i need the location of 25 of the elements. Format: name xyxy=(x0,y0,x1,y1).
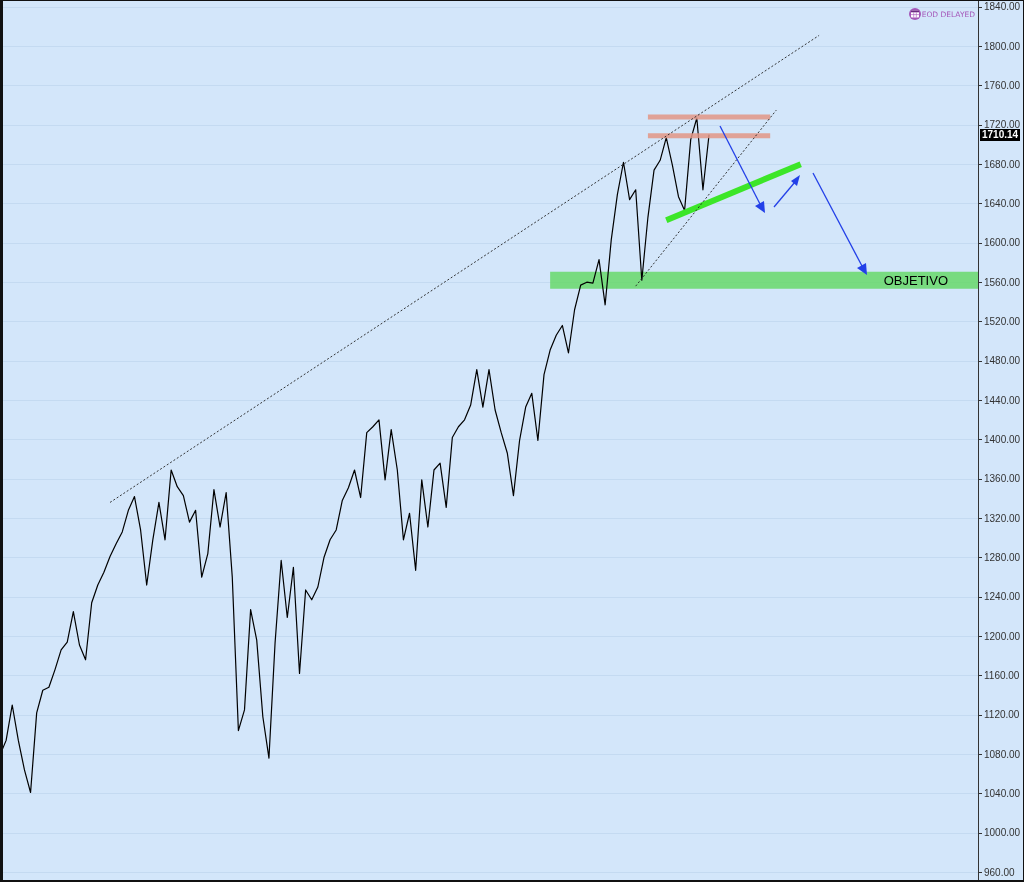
y-tick-label: 1760.00 xyxy=(984,80,1021,92)
y-tick-label: 1560.00 xyxy=(984,276,1021,288)
y-tick-label: 1040.00 xyxy=(984,787,1021,799)
y-tick-label: 1080.00 xyxy=(984,748,1021,760)
line-series xyxy=(0,117,710,794)
y-tick-label: 1120.00 xyxy=(984,709,1020,721)
y-tick-label: 1720.00 xyxy=(984,119,1021,131)
y-tick-label: 1840.00 xyxy=(984,1,1021,13)
y-tick-label: 1600.00 xyxy=(984,237,1021,249)
y-tick-label: 1400.00 xyxy=(984,434,1021,446)
y-tick-label: 1200.00 xyxy=(984,630,1021,642)
y-tick-label: 1240.00 xyxy=(984,591,1021,603)
y-tick-label: 1320.00 xyxy=(984,512,1021,524)
series-label: OBJETIVO xyxy=(883,272,948,288)
y-tick-label: 1480.00 xyxy=(984,355,1021,367)
y-tick-label: 960.00 xyxy=(984,866,1016,878)
y-tick-label: 1800.00 xyxy=(984,40,1021,52)
y-tick-label: 1280.00 xyxy=(984,552,1021,563)
y-tick-label: 1440.00 xyxy=(984,394,1021,406)
y-tick-label: 1520.00 xyxy=(984,316,1021,328)
y-tick-label: 1360.00 xyxy=(984,473,1021,485)
y-tick-label: 1160.00 xyxy=(984,669,1020,681)
y-tick-label: 1640.00 xyxy=(984,198,1021,210)
y-tick-label: 1000.00 xyxy=(984,827,1021,839)
y-tick-label: 1680.00 xyxy=(984,158,1021,170)
